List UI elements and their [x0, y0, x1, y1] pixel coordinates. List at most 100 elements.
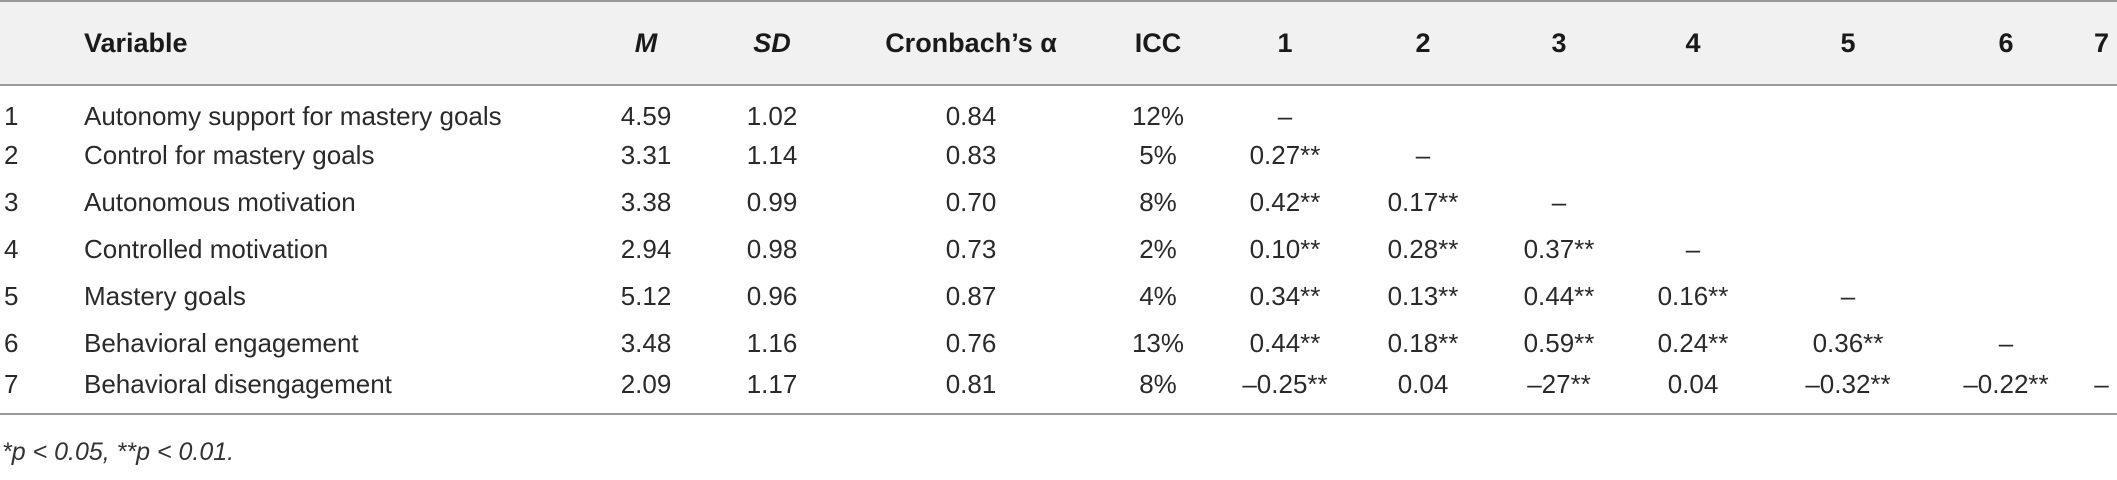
correlation-col-5: 0.36** [1812, 328, 1884, 358]
sd-value: 0.98 [746, 234, 798, 264]
header-index [0, 1, 78, 85]
correlation-col-6 [1936, 132, 2076, 179]
correlation-col-4: – [1685, 234, 1701, 264]
table-row: 3 Autonomous motivation 3.38 0.99 0.70 8% 0.42… [0, 179, 2117, 226]
correlation-col-7 [2076, 226, 2117, 273]
mean-value: 3.31 [620, 140, 672, 170]
mean-value: 2.94 [620, 234, 672, 264]
table-row: 1 Autonomy support for mastery goals 4.59 1… [0, 85, 2117, 132]
correlation-col-1: – [1277, 100, 1293, 131]
sd-value: 1.02 [746, 100, 798, 131]
row-index: 5 [4, 281, 19, 311]
correlation-col-4 [1626, 179, 1760, 226]
variable-name: Control for mastery goals [84, 140, 375, 170]
correlation-col-5 [1760, 179, 1936, 226]
correlation-col-5: –0.32** [1805, 368, 1891, 399]
row-index: 6 [4, 328, 19, 358]
variable-name: Autonomy support for mastery goals [84, 100, 502, 131]
correlation-col-4: 0.04 [1667, 368, 1719, 399]
icc-value: 5% [1139, 140, 1177, 170]
correlation-col-6 [1936, 226, 2076, 273]
correlation-col-3: 0.44** [1523, 281, 1595, 311]
table-row: 6 Behavioral engagement 3.48 1.16 0.76 13% 0.4… [0, 320, 2117, 367]
cronbach-alpha-value: 0.76 [945, 328, 997, 358]
sd-value: 1.14 [746, 140, 798, 170]
correlation-col-4 [1626, 85, 1760, 132]
variable-name: Controlled motivation [84, 234, 329, 264]
correlation-col-1: –0.25** [1242, 368, 1328, 399]
correlation-col-1: 0.34** [1249, 281, 1321, 311]
correlation-col-5 [1760, 226, 1936, 273]
correlation-col-2: 0.04 [1397, 368, 1449, 399]
icc-value: 4% [1139, 281, 1177, 311]
correlation-col-1: 0.10** [1249, 234, 1321, 264]
correlation-col-6 [1936, 273, 2076, 320]
correlation-col-1: 0.42** [1249, 187, 1321, 217]
row-index: 2 [4, 140, 19, 170]
variable-name: Mastery goals [84, 281, 246, 311]
correlation-col-7 [2076, 320, 2117, 367]
row-index: 1 [4, 100, 19, 131]
variable-name: Behavioral disengagement [84, 368, 392, 399]
correlation-col-5 [1760, 85, 1936, 132]
mean-value: 3.48 [620, 328, 672, 358]
correlation-col-3 [1492, 132, 1626, 179]
table-header: Variable M SD Cronbach’s α ICC 1 2 3 4 5… [0, 1, 2117, 85]
correlation-col-1: 0.44** [1249, 328, 1321, 358]
mean-value: 3.38 [620, 187, 672, 217]
table-body: 1 Autonomy support for mastery goals 4.59 1… [0, 85, 2117, 414]
header-col-4: 4 [1685, 27, 1701, 58]
header-col-1: 1 [1277, 27, 1293, 58]
table-row: 4 Controlled motivation 2.94 0.98 0.73 2% 0.10… [0, 226, 2117, 273]
header-variable: Variable [84, 27, 188, 58]
header-cronbach-alpha: Cronbach’s α [885, 27, 1057, 58]
header-mean: M [634, 27, 658, 58]
header-col-6: 6 [1998, 27, 2014, 58]
correlation-col-3: 0.37** [1523, 234, 1595, 264]
correlation-table-container: Variable M SD Cronbach’s α ICC 1 2 3 4 5… [0, 1, 2117, 414]
correlation-col-5: – [1840, 281, 1856, 311]
correlation-col-7: – [2094, 368, 2109, 399]
sd-value: 1.16 [746, 328, 798, 358]
icc-value: 2% [1139, 234, 1177, 264]
icc-value: 12% [1131, 100, 1185, 131]
header-col-3: 3 [1551, 27, 1567, 58]
row-index: 3 [4, 187, 19, 217]
icc-value: 13% [1131, 328, 1185, 358]
table-row: 2 Control for mastery goals 3.31 1.14 0.83 5%… [0, 132, 2117, 179]
header-col-7: 7 [2093, 27, 2110, 58]
header-col-2: 2 [1415, 27, 1431, 58]
correlation-col-7 [2076, 85, 2117, 132]
correlation-col-4: 0.16** [1657, 281, 1729, 311]
cronbach-alpha-value: 0.84 [945, 100, 997, 131]
sd-value: 0.99 [746, 187, 798, 217]
icc-value: 8% [1139, 368, 1177, 399]
correlation-col-3: –27** [1527, 368, 1591, 399]
correlation-col-7 [2076, 273, 2117, 320]
table-row: 7 Behavioral disengagement 2.09 1.17 0.81 8% –… [0, 367, 2117, 414]
cronbach-alpha-value: 0.73 [945, 234, 997, 264]
cronbach-alpha-value: 0.81 [945, 368, 997, 399]
correlation-col-2 [1354, 85, 1492, 132]
correlation-col-4 [1626, 132, 1760, 179]
cronbach-alpha-value: 0.83 [945, 140, 997, 170]
mean-value: 5.12 [620, 281, 672, 311]
correlation-col-1: 0.27** [1249, 140, 1321, 170]
correlation-col-7 [2076, 132, 2117, 179]
correlation-col-6 [1936, 85, 2076, 132]
mean-value: 2.09 [620, 368, 672, 399]
header-icc: ICC [1134, 27, 1182, 58]
correlation-col-3 [1492, 85, 1626, 132]
correlation-col-6: –0.22** [1963, 368, 2049, 399]
row-index: 4 [4, 234, 19, 264]
row-index: 7 [4, 368, 19, 399]
header-row: Variable M SD Cronbach’s α ICC 1 2 3 4 5… [0, 1, 2117, 85]
cronbach-alpha-value: 0.87 [945, 281, 997, 311]
correlation-col-2: 0.28** [1387, 234, 1459, 264]
correlation-col-6: – [1998, 328, 2014, 358]
sd-value: 0.96 [746, 281, 798, 311]
icc-value: 8% [1139, 187, 1177, 217]
cronbach-alpha-value: 0.70 [945, 187, 997, 217]
variable-name: Autonomous motivation [84, 187, 356, 217]
descriptive-statistics-table: Variable M SD Cronbach’s α ICC 1 2 3 4 5… [0, 1, 2117, 414]
